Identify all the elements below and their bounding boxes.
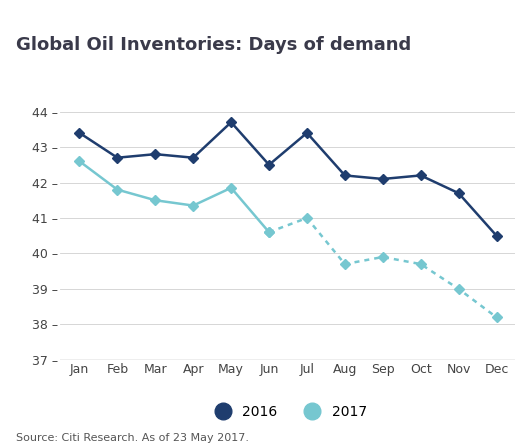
Text: Source: Citi Research. As of 23 May 2017.: Source: Citi Research. As of 23 May 2017…: [16, 433, 249, 443]
Polygon shape: [463, 0, 526, 78]
Legend: 2016, 2017: 2016, 2017: [204, 400, 372, 425]
Text: Global Oil Inventories: Days of demand: Global Oil Inventories: Days of demand: [16, 36, 411, 55]
